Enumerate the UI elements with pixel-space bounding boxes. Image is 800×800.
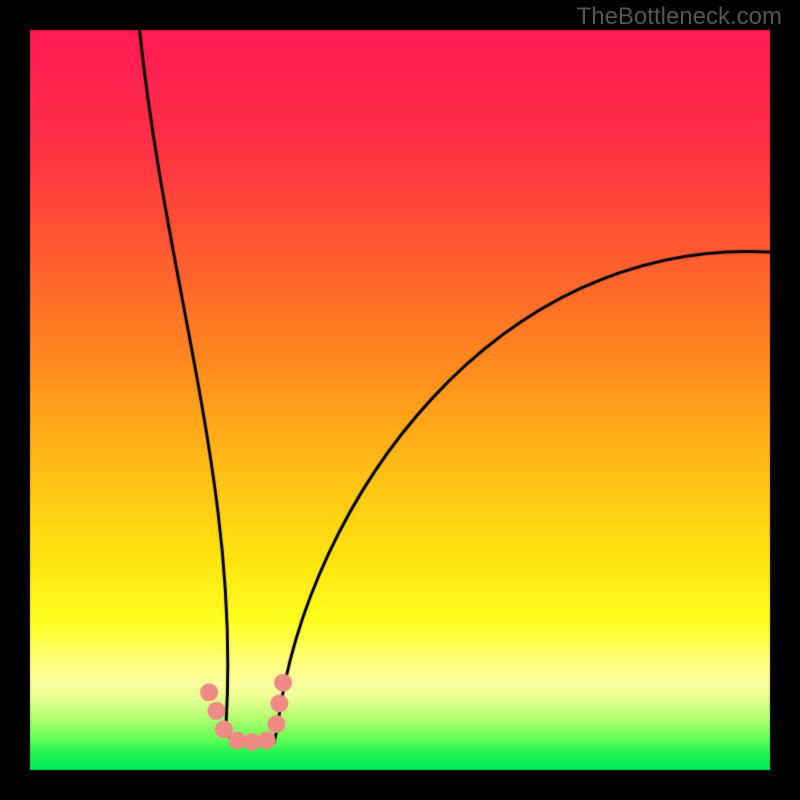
watermark-text: TheBottleneck.com	[577, 3, 782, 31]
chart-stage: TheBottleneck.com	[0, 0, 800, 800]
bottleneck-curve-chart	[0, 0, 800, 800]
